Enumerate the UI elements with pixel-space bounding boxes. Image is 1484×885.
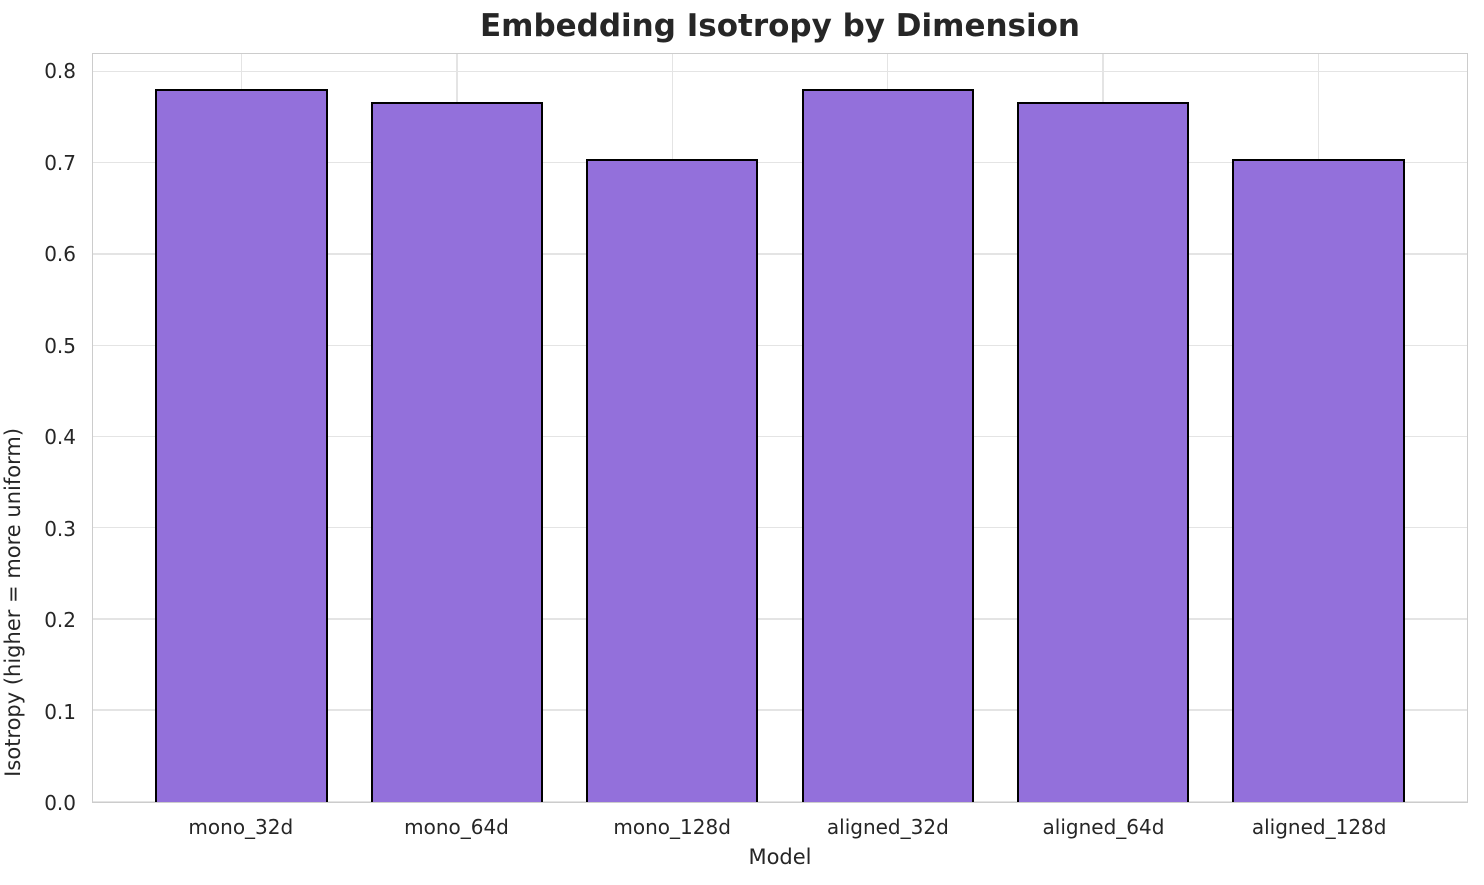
- x-tick-label: mono_128d: [613, 815, 731, 839]
- bar-mono_128d: [586, 158, 759, 802]
- y-tick-label: 0.1: [44, 699, 76, 724]
- bar-mono_64d: [370, 102, 544, 802]
- y-tick-label: 0.5: [44, 333, 76, 358]
- y-tick-label: 0.8: [44, 59, 76, 84]
- x-tick-label: aligned_64d: [1042, 815, 1165, 839]
- y-gridline: [93, 70, 1467, 73]
- x-tick-label: mono_64d: [404, 815, 509, 839]
- x-tick-label: aligned_128d: [1251, 815, 1387, 839]
- y-gridline: [93, 435, 1467, 438]
- y-tick-label: 0.0: [44, 791, 76, 815]
- bar-aligned_128d: [1232, 158, 1405, 802]
- y-gridline: [93, 253, 1467, 255]
- y-gridline: [93, 526, 1467, 529]
- x-tick-label: mono_32d: [188, 815, 294, 839]
- y-gridline: [93, 344, 1467, 346]
- plot-area: [92, 53, 1468, 803]
- y-gridline: [93, 618, 1467, 620]
- y-tick-label: 0.3: [44, 516, 76, 541]
- y-gridline: [93, 800, 1467, 802]
- chart-title: Embedding Isotropy by Dimension: [479, 8, 1081, 44]
- y-tick-label: 0.6: [44, 242, 76, 267]
- y-tick-label: 0.2: [44, 608, 76, 633]
- y-tick-label: 0.7: [44, 150, 76, 175]
- y-gridline: [93, 162, 1467, 164]
- bar-mono_32d: [155, 88, 328, 802]
- y-tick-label: 0.4: [44, 425, 76, 450]
- bar-aligned_32d: [801, 88, 974, 802]
- bar-aligned_64d: [1016, 102, 1190, 802]
- x-tick-label: aligned_32d: [826, 815, 949, 839]
- y-axis-label-text: Isotropy (higher = more uniform): [1, 427, 25, 777]
- y-gridline: [93, 709, 1467, 711]
- x-axis-label: Model: [748, 845, 812, 869]
